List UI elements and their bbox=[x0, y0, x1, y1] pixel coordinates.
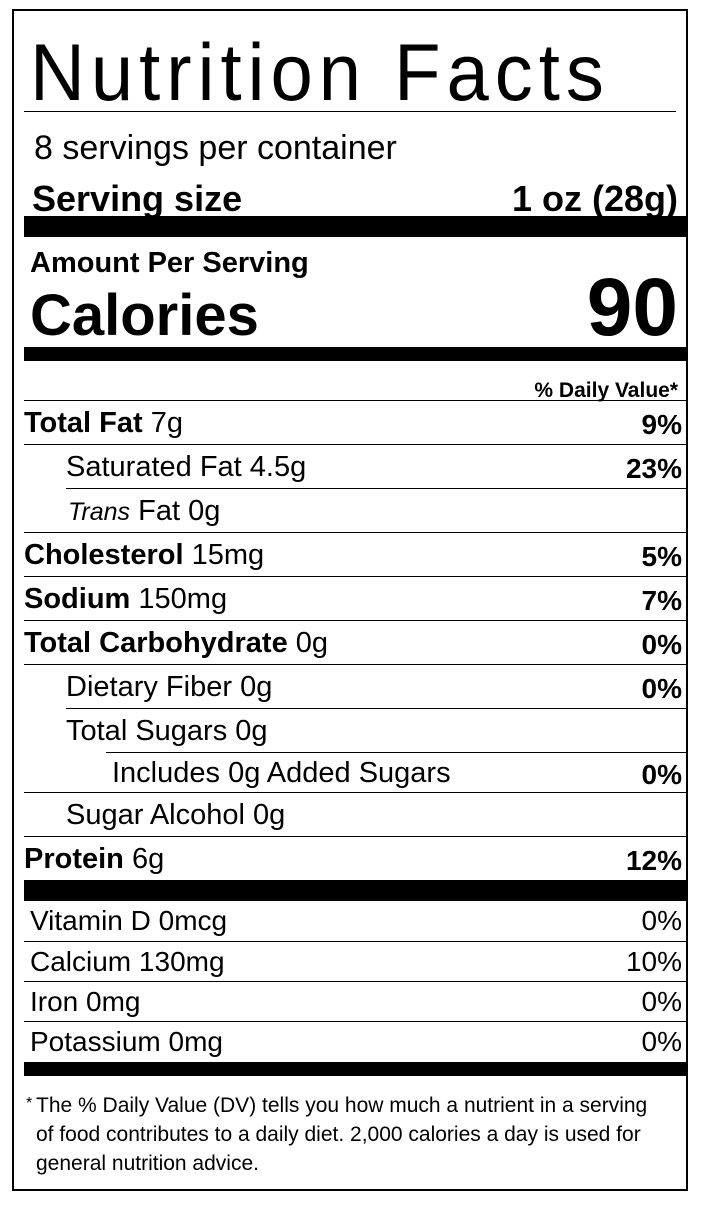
thick-rule-serving bbox=[24, 216, 688, 237]
row-divider bbox=[24, 792, 688, 793]
nutrient-sugar-alcohol: Sugar Alcohol 0g bbox=[66, 801, 285, 830]
row-divider bbox=[24, 836, 688, 837]
row-divider bbox=[24, 620, 688, 621]
nutrient-name: Sodium bbox=[24, 583, 131, 615]
nutrient-amount: 6g bbox=[131, 843, 165, 875]
serving-size-value: 1 oz (28g) bbox=[511, 178, 678, 219]
vitamin-dv: 0% bbox=[641, 1026, 682, 1057]
calories-label: Calories bbox=[30, 283, 259, 348]
nutrient-name: Total Fat bbox=[24, 407, 143, 439]
iron: Iron 0mg bbox=[30, 988, 141, 1016]
nutrient-amount: 7g bbox=[150, 407, 184, 439]
nutrient-dietary-fiber: Dietary Fiber 0g bbox=[66, 673, 272, 702]
vitamin-amount: 0mg bbox=[168, 1026, 223, 1057]
vitamin-amount: 130mg bbox=[138, 946, 225, 977]
label-title: Nutrition Facts bbox=[30, 27, 610, 118]
nutrient-dv: 5% bbox=[641, 541, 682, 572]
nutrient-protein: Protein 6g bbox=[24, 845, 164, 874]
row-divider bbox=[24, 664, 688, 665]
potassium: Potassium 0mg bbox=[30, 1028, 223, 1056]
calories-value: 90 bbox=[586, 262, 678, 353]
row-divider bbox=[24, 941, 688, 942]
row-divider bbox=[66, 488, 688, 489]
nutrition-facts-label: Nutrition Facts 8 servings per container… bbox=[12, 9, 688, 1191]
servings-per-container: 8 servings per container bbox=[34, 129, 397, 167]
nutrient-name: Total Carbohydrate bbox=[24, 627, 288, 659]
vitamin-name: Calcium bbox=[30, 946, 132, 977]
thick-rule-protein bbox=[24, 880, 688, 901]
nutrient-added-sugars: Includes 0g Added Sugars bbox=[112, 759, 451, 788]
vitamin-name: Iron bbox=[30, 986, 79, 1017]
title-rule bbox=[24, 111, 676, 112]
nutrient-total-carbohydrate: Total Carbohydrate 0g bbox=[24, 629, 328, 658]
nutrient-dv: 12% bbox=[625, 845, 682, 876]
nutrient-amount: 150mg bbox=[138, 583, 228, 615]
nutrient-cholesterol: Cholesterol 15mg bbox=[24, 541, 264, 570]
daily-value-header: % Daily Value* bbox=[534, 379, 678, 402]
nutrient-dv: 0% bbox=[641, 759, 682, 790]
nutrient-name-suffix: Fat bbox=[138, 495, 181, 527]
nutrient-dv: 0% bbox=[641, 629, 682, 660]
footnote-marker: * bbox=[26, 1095, 33, 1112]
nutrient-amount: 4.5g bbox=[249, 451, 307, 483]
row-divider bbox=[24, 444, 688, 445]
row-divider bbox=[24, 532, 688, 533]
nutrient-amount: 15mg bbox=[191, 539, 265, 571]
nutrient-dv: 9% bbox=[641, 409, 682, 440]
nutrient-amount: 0g bbox=[240, 671, 273, 703]
nutrient-sodium: Sodium 150mg bbox=[24, 585, 227, 614]
nutrient-trans-fat: Trans Fat 0g bbox=[68, 497, 220, 526]
row-divider bbox=[24, 1021, 688, 1022]
calcium: Calcium 130mg bbox=[30, 948, 225, 976]
vitamin-name: Vitamin D bbox=[30, 905, 151, 936]
row-divider bbox=[106, 752, 688, 753]
nutrient-name: Includes 0g Added Sugars bbox=[112, 757, 451, 789]
footnote-text: The % Daily Value (DV) tells you how muc… bbox=[36, 1094, 648, 1175]
nutrient-amount: 0g bbox=[235, 715, 268, 747]
medium-rule-footnote bbox=[24, 1062, 688, 1076]
nutrient-total-sugars: Total Sugars 0g bbox=[66, 717, 268, 746]
vitamin-dv: 0% bbox=[641, 986, 682, 1017]
row-divider bbox=[24, 981, 688, 982]
daily-value-footnote: * The % Daily Value (DV) tells you how m… bbox=[26, 1091, 666, 1178]
nutrient-amount: 0g bbox=[188, 495, 221, 527]
nutrient-total-fat: Total Fat 7g bbox=[24, 409, 183, 438]
row-divider bbox=[24, 576, 688, 577]
nutrient-amount: 0g bbox=[253, 799, 286, 831]
nutrient-name: Dietary Fiber bbox=[66, 671, 232, 703]
nutrient-saturated-fat: Saturated Fat 4.5g bbox=[66, 453, 306, 482]
nutrient-name: Cholesterol bbox=[24, 539, 184, 571]
nutrient-amount: 0g bbox=[295, 627, 329, 659]
vitamin-d: Vitamin D 0mcg bbox=[30, 907, 227, 935]
amount-per-serving: Amount Per Serving bbox=[30, 247, 309, 279]
vitamin-dv: 0% bbox=[641, 905, 682, 936]
nutrient-name: Total Sugars bbox=[66, 715, 228, 747]
medium-rule-calories bbox=[24, 347, 688, 361]
nutrient-name: Saturated Fat bbox=[66, 451, 242, 483]
vitamin-name: Potassium bbox=[30, 1026, 161, 1057]
nutrient-dv: 7% bbox=[641, 585, 682, 616]
nutrient-dv: 0% bbox=[641, 673, 682, 704]
row-divider bbox=[66, 708, 688, 709]
vitamin-dv: 10% bbox=[625, 946, 682, 977]
nutrient-name: Sugar Alcohol bbox=[66, 799, 245, 831]
nutrient-name: Protein bbox=[24, 843, 124, 875]
vitamin-amount: 0mcg bbox=[158, 905, 228, 936]
row-divider bbox=[24, 400, 688, 401]
serving-size-label: Serving size bbox=[32, 178, 243, 219]
nutrient-name: Trans bbox=[68, 498, 131, 526]
vitamin-amount: 0mg bbox=[86, 986, 141, 1017]
nutrient-dv: 23% bbox=[625, 453, 682, 484]
